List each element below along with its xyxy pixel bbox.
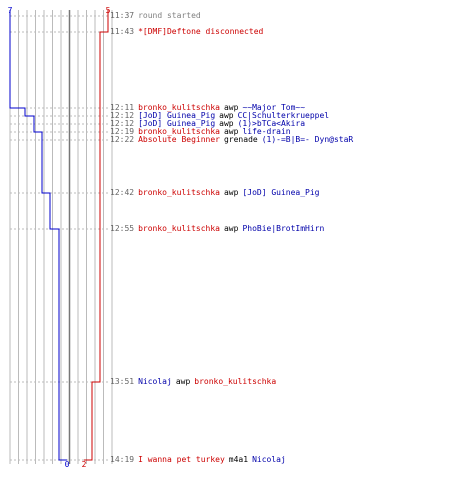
event-killer: bronko_kulitschka — [138, 103, 220, 112]
event-row: 12:19 bronko_kulitschka awp life-drain — [110, 127, 295, 137]
blue-end-score-label: 0 — [65, 460, 70, 469]
event-time: 12:42 — [110, 188, 135, 197]
event-victim: PhoBie|BrotImHirn — [242, 224, 325, 233]
event-killer: bronko_kulitschka — [138, 224, 220, 233]
event-weapon: awp — [223, 188, 239, 197]
score-labels: 7 5 0 2 — [8, 6, 111, 469]
event-victim: life-drain — [242, 127, 291, 136]
event-time: 11:43 — [110, 27, 135, 36]
event-row: 12:11 bronko_kulitschka awp ~~Major Tom~~ — [110, 103, 309, 113]
event-victim: bronko_kulitschka — [194, 377, 277, 386]
event-time: 12:12 — [110, 111, 135, 120]
event-row: 11:43 *[DMF]Deftone disconnected — [110, 27, 267, 37]
event-killer: [JoD] Guinea_Pig — [138, 111, 216, 120]
event-time: 12:19 — [110, 127, 135, 136]
event-victim: Nicolaj — [252, 455, 286, 464]
event-killer: I wanna pet turkey — [138, 455, 225, 464]
event-weapon: awp — [223, 127, 239, 136]
event-text: *[DMF]Deftone disconnected — [138, 27, 264, 36]
event-row: 12:12 [JoD] Guinea_Pig awp (1)>bTCa<Akira — [110, 119, 309, 129]
event-victim: ~~Major Tom~~ — [242, 103, 306, 112]
event-time: 12:11 — [110, 103, 135, 112]
red-end-score-label: 2 — [82, 460, 87, 469]
score-lines — [9, 10, 109, 461]
event-row: 14:19 I wanna pet turkey m4a1 Nicolaj — [110, 455, 290, 465]
grid-lines — [9, 10, 113, 464]
event-row: 12:22 Absolute Beginner grenade (1)-=B|B=- … — [110, 135, 357, 145]
event-weapon: awp — [219, 111, 234, 120]
event-text: round started — [138, 11, 201, 20]
event-row: 13:51 Nicolaj awp bronko_kulitschka — [110, 377, 280, 387]
event-time: 11:37 — [110, 11, 135, 20]
event-weapon: awp — [219, 119, 234, 128]
event-weapon: awp — [223, 224, 239, 233]
event-weapon: awp — [175, 377, 191, 386]
event-time: 14:19 — [110, 455, 135, 464]
event-victim: [JoD] Guinea_Pig — [242, 188, 320, 197]
event-time: 12:12 — [110, 119, 135, 128]
series-red-line — [84, 10, 109, 461]
event-time: 12:55 — [110, 224, 135, 233]
event-killer: bronko_kulitschka — [138, 127, 220, 136]
event-row: 11:37 round started — [110, 11, 205, 21]
blue-start-score-label: 7 — [8, 6, 13, 15]
event-victim: (1)>bTCa<Akira — [237, 119, 306, 128]
event-weapon: m4a1 — [228, 455, 249, 464]
event-killer: [JoD] Guinea_Pig — [138, 119, 216, 128]
event-row: 12:12 [JoD] Guinea_Pig awp CC|Schulterkruep… — [110, 111, 333, 121]
red-start-score-label: 5 — [106, 6, 111, 15]
event-killer: Absolute Beginner — [138, 135, 220, 144]
event-row: 12:55 bronko_kulitschka awp PhoBie|BrotImHi… — [110, 224, 328, 234]
event-time: 13:51 — [110, 377, 135, 386]
event-row: 12:42 bronko_kulitschka awp [JoD] Guinea_Pi… — [110, 188, 324, 198]
event-weapon: grenade — [223, 135, 258, 144]
event-killer: bronko_kulitschka — [138, 188, 220, 197]
event-time: 12:22 — [110, 135, 135, 144]
series-blue-line — [9, 10, 67, 461]
event-killer: Nicolaj — [138, 377, 172, 386]
event-weapon: awp — [223, 103, 239, 112]
event-victim: CC|Schulterkrueppel — [237, 111, 330, 120]
event-victim: (1)-=B|B=- Dyn@staR — [261, 135, 354, 144]
